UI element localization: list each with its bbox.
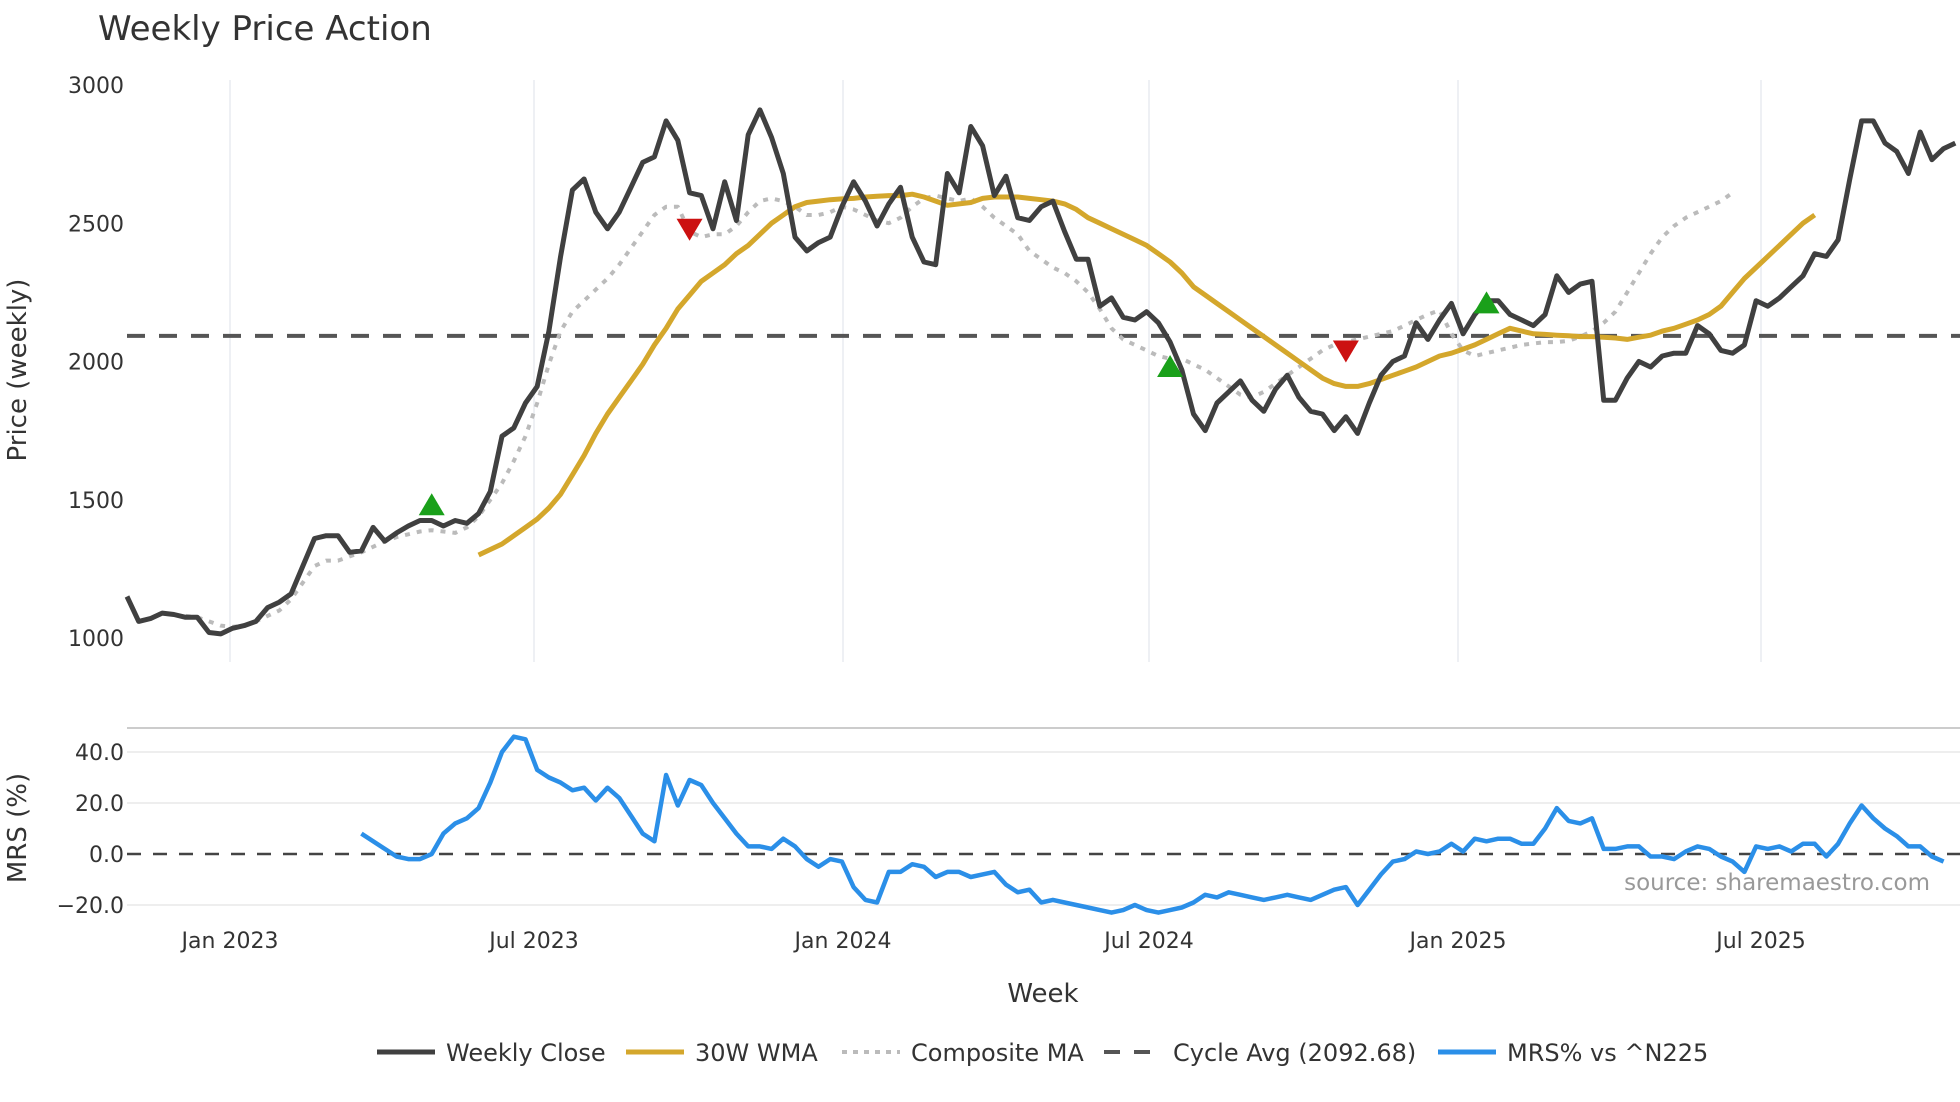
legend-label: MRS% vs ^N225 xyxy=(1507,1039,1708,1067)
legend-item: MRS% vs ^N225 xyxy=(1438,1039,1708,1067)
buy-signal-up-triangle-icon xyxy=(1473,291,1500,314)
legend-label: 30W WMA xyxy=(695,1039,818,1067)
price-y-axis: 3000 2500 2000 1500 1000 xyxy=(68,74,124,652)
y-tick-label: 0.0 xyxy=(89,843,124,868)
wma-30w-line xyxy=(477,191,1817,558)
weekly-close-line xyxy=(124,107,1957,637)
x-tick-label: Jan 2024 xyxy=(793,929,892,954)
y-tick-label: 40.0 xyxy=(75,741,124,766)
legend-label: Composite MA xyxy=(911,1039,1084,1067)
buy-signal-up-triangle-icon xyxy=(418,493,445,516)
x-tick-label: Jul 2025 xyxy=(1714,929,1806,954)
mrs-series xyxy=(127,734,1960,915)
y-tick-label: 3000 xyxy=(68,74,124,99)
buy-signal-up-triangle-icon xyxy=(1157,355,1184,378)
legend-item: Weekly Close xyxy=(377,1039,606,1067)
mrs-gridlines xyxy=(127,751,1960,906)
sell-signal-down-triangle-icon xyxy=(676,218,703,241)
price-y-axis-label: Price (weekly) xyxy=(3,279,33,462)
x-tick-label: Jul 2023 xyxy=(487,929,579,954)
legend-item: Cycle Avg (2092.68) xyxy=(1104,1039,1416,1067)
legend-item: Composite MA xyxy=(842,1039,1084,1067)
y-tick-label: 20.0 xyxy=(75,792,124,817)
legend-label: Cycle Avg (2092.68) xyxy=(1173,1039,1416,1067)
x-tick-label: Jan 2023 xyxy=(180,929,279,954)
composite-ma-line xyxy=(185,191,1734,629)
y-tick-label: −20.0 xyxy=(57,894,124,919)
legend: Weekly Close 30W WMA Composite MA Cycle Avg… xyxy=(377,1039,1708,1067)
mrs-y-axis: 40.0 20.0 0.0 −20.0 xyxy=(57,741,124,919)
legend-item: 30W WMA xyxy=(626,1039,818,1067)
x-axis: Jan 2023 Jul 2023 Jan 2024 Jul 2024 Jan 2025… xyxy=(180,929,1806,954)
mrs-line xyxy=(360,734,1945,915)
source-label: source: sharemaestro.com xyxy=(1624,870,1930,896)
price-gridlines xyxy=(229,80,1762,662)
y-tick-label: 2000 xyxy=(68,351,124,376)
legend-label: Weekly Close xyxy=(446,1039,606,1067)
x-tick-label: Jul 2024 xyxy=(1102,929,1194,954)
x-tick-label: Jan 2025 xyxy=(1408,929,1507,954)
sell-signal-down-triangle-icon xyxy=(1332,340,1359,363)
chart-title: Weekly Price Action xyxy=(98,9,432,49)
y-tick-label: 2500 xyxy=(68,212,124,237)
mrs-y-axis-label: MRS (%) xyxy=(3,773,33,883)
y-tick-label: 1500 xyxy=(68,489,124,514)
y-tick-label: 1000 xyxy=(68,627,124,652)
signal-markers xyxy=(418,218,1500,516)
x-axis-label: Week xyxy=(1007,979,1078,1009)
price-series xyxy=(124,107,1960,637)
